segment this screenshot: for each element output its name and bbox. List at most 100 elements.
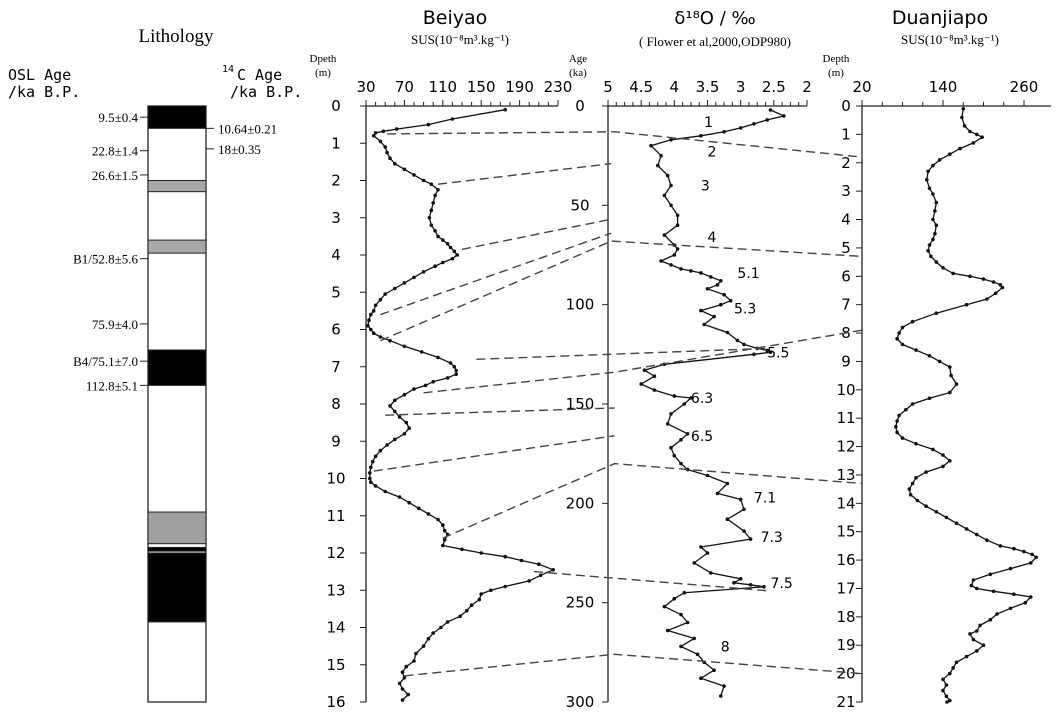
odp-data-point [675,213,680,218]
duanjiapo-data-point [927,243,932,247]
odp-data-point [649,143,653,148]
duanjiapo-data-point [1034,555,1038,560]
odp-ylabel: Age [569,53,587,65]
duanjiapo-data-point [1029,595,1033,599]
odp-data-point [669,412,673,416]
odp-data-point [768,350,773,355]
beiyao-data-point [421,644,426,648]
osl-header-line1: OSL Age [8,66,71,84]
duanjiapo-data-point [910,319,915,324]
beiyao-data-point [431,631,436,635]
odp-data-point [722,292,726,297]
duanjiapo-ytick-label: 0 [841,97,851,115]
beiyao-data-point [393,437,397,442]
beiyao-data-point [436,355,440,360]
odp-data-point [719,279,723,283]
beiyao-data-point [450,256,455,261]
lithology-unit [147,239,207,254]
duanjiapo-ytick-label: 17 [836,579,855,597]
beiyao-data-point [503,584,508,589]
duanjiapo-data-point [964,654,969,659]
duanjiapo-data-point [945,700,949,704]
beiyao-ytick-label: 3 [331,209,341,227]
beiyao-title: Beiyao [423,7,488,29]
duanjiapo-data-point [910,402,915,406]
duanjiapo-data-point [944,694,949,699]
duanjiapo-data-point [948,671,952,676]
correlation-line [437,162,612,185]
c14-header-line1: C Age [237,66,282,84]
duanjiapo-data-point [991,589,996,594]
mis-stage-label: 3 [701,178,710,194]
odp-data-point [689,396,693,400]
duanjiapo-data-point [975,629,979,633]
beiyao-data-point [427,216,432,220]
beiyao-data-point [383,145,388,149]
duanjiapo-data-point [993,291,998,296]
duanjiapo-data-point [934,200,939,205]
odp-ytick-label: 300 [566,693,595,711]
lithology-unit [147,105,207,129]
duanjiapo-data-point [944,515,949,520]
beiyao-data-point [460,547,464,552]
osl-age-label: B4/75.1±7.0 [73,354,138,369]
mis-stage-label: 6.3 [691,391,713,407]
duanjiapo-data-point [960,115,964,120]
beiyao-data-point [397,415,402,419]
beiyao-data-point [388,156,392,160]
odp-xtick-label: 3.5 [696,78,720,96]
beiyao-data-point [412,659,416,663]
duanjiapo-data-point [958,146,962,151]
odp-data-point [692,561,696,565]
duanjiapo-ylabel: Depth [823,53,850,65]
beiyao-data-point [429,223,434,227]
duanjiapo-data-point [908,493,913,497]
beiyao-data-point [426,122,431,127]
duanjiapo-data-point [915,498,920,503]
duanjiapo-ytick-label: 18 [836,608,855,626]
beiyao-ytick-label: 15 [326,656,345,674]
odp-data-point [712,314,716,319]
beiyao-data-point [383,292,388,296]
duanjiapo-data-point [941,266,945,270]
odp-data-point [656,163,660,168]
beiyao-data-point [406,692,411,697]
odp-data-point [705,287,710,291]
beiyao-data-point [400,670,405,674]
beiyao-data-point [369,480,373,485]
beiyao-data-point [397,681,402,686]
beiyao-ylabel-unit: (m) [315,67,331,79]
duanjiapo-data-point [931,163,935,168]
osl-age-label: 112.8±5.1 [86,378,138,393]
beiyao-ytick-label: 6 [331,321,341,339]
beiyao-xtick-label: 110 [428,78,457,96]
duanjiapo-data-point [1023,600,1028,605]
odp-data-point [765,348,769,353]
beiyao-data-point [455,253,460,257]
duanjiapo-data-point [1008,566,1013,571]
odp-data-point [672,394,677,398]
duanjiapo-ytick-label: 9 [841,352,851,370]
odp-data-point [762,585,766,589]
duanjiapo-data-point [934,510,939,514]
duanjiapo-data-point [926,169,930,174]
beiyao-data-point [448,361,453,365]
beiyao-ytick-label: 2 [331,172,341,190]
duanjiapo-data-point [975,132,979,137]
duanjiapo-data-point [951,271,955,276]
beiyao-data-point [378,448,383,453]
correlation-line [533,570,768,592]
duanjiapo-data-point [1008,606,1013,611]
odp-data-point [662,604,667,609]
beiyao-data-point [417,506,421,511]
duanjiapo-data-point [951,666,955,670]
beiyao-data-point [402,281,407,285]
odp-data-point [652,374,657,379]
odp-data-point [692,636,696,641]
correlation-line [387,131,863,158]
odp-data-point [709,275,713,279]
duanjiapo-data-point [954,660,959,665]
lithology-unit [147,349,207,386]
duanjiapo-data-point [937,158,942,162]
